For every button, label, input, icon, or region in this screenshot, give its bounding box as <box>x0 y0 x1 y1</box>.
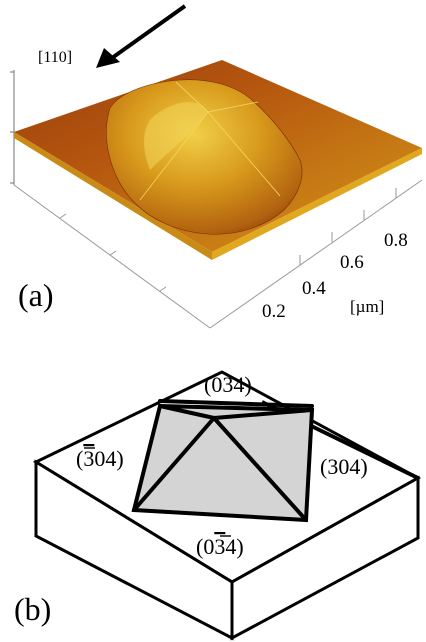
axis-unit: [µm] <box>350 297 384 316</box>
panel-b <box>32 370 422 641</box>
facet-label-left: (304) <box>76 446 124 471</box>
panel-b-label: (b) <box>14 591 51 627</box>
island-facets <box>139 81 281 201</box>
pyramid-edges <box>132 399 314 522</box>
slab-right-face <box>230 475 420 641</box>
island-highlight <box>144 102 208 170</box>
direction-label: [110] <box>38 49 72 66</box>
facet-left-rest: 04) <box>94 446 123 471</box>
facet-left-bar: 3 <box>83 446 94 471</box>
base-box-lines <box>13 179 423 329</box>
axis-tick-0-2: 0.2 <box>262 301 286 322</box>
facet-label-top: (034) <box>204 372 252 397</box>
direction-arrow <box>96 4 187 68</box>
afm-surface <box>14 60 422 260</box>
pyramid-base <box>131 403 315 523</box>
panel-a-label: (a) <box>18 277 54 313</box>
axis-tick-0-4: 0.4 <box>302 278 326 299</box>
axis-tick-0-6: 0.6 <box>340 252 364 273</box>
facet-label-bottom: (034) <box>196 534 244 559</box>
panel-a: [110] 0.2 0.4 0.6 0.8 [µm] (a) <box>10 4 423 329</box>
z-axis <box>10 70 15 185</box>
facet-label-right: (304) <box>320 454 368 479</box>
facet-bottom-pre: (0 <box>196 534 214 559</box>
surface-right-edge <box>212 148 422 260</box>
facet-bottom-bar: 3 <box>214 534 225 559</box>
facet-bottom-post: 4) <box>225 534 243 559</box>
surface-front-edge <box>14 132 212 260</box>
axis-tick-0-8: 0.8 <box>384 230 408 251</box>
